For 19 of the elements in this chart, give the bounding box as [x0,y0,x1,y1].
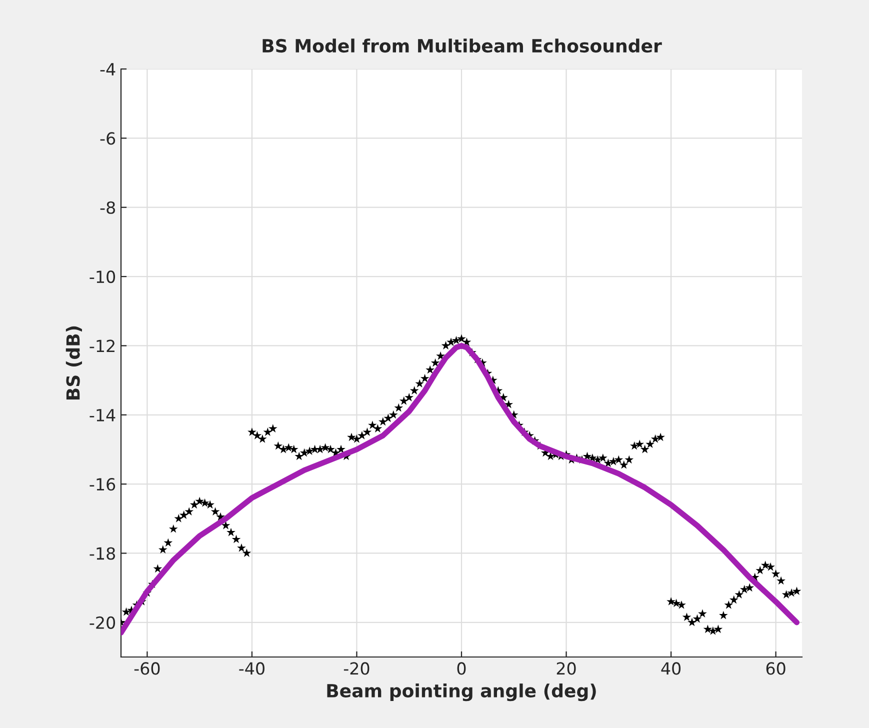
x-axis-title: Beam pointing angle (deg) [327,684,596,702]
x-tick-label: 60 [766,662,786,675]
x-tick-label: 20 [556,662,576,675]
y-tick-label: -16 [90,478,116,491]
y-tick-label: -20 [90,616,116,629]
x-tick-label: -60 [134,662,160,675]
x-tick-label: 40 [661,662,681,675]
y-tick-label: -14 [90,409,116,422]
y-tick-label: -4 [100,63,116,76]
x-tick-label: -20 [344,662,370,675]
y-axis-title: BS (dB) [66,326,82,400]
y-tick-label: -6 [100,132,116,145]
y-tick-label: -10 [90,270,116,284]
y-tick-label: -12 [90,340,114,352]
y-tick-label: -18 [90,547,115,560]
y-tick-label: -8 [100,201,115,214]
chart-title: BS Model from Multibeam Echosounder [262,38,662,53]
x-tick-label: 0 [457,662,466,675]
x-tick-label: -40 [239,662,264,675]
